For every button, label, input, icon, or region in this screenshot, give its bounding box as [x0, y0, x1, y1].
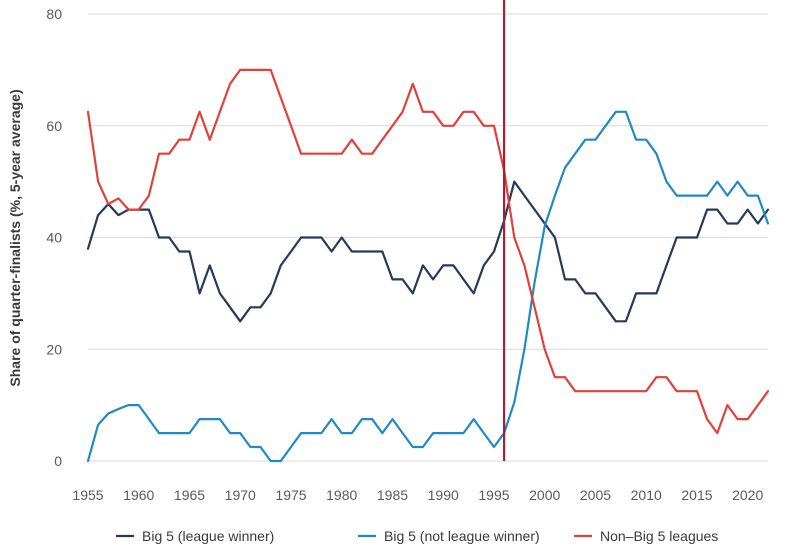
legend-label: Non–Big 5 leagues — [600, 528, 718, 544]
x-tick-label: 1970 — [225, 487, 256, 503]
legend-label: Big 5 (not league winner) — [384, 528, 540, 544]
y-axis-ticks: 0 20 40 60 80 — [46, 6, 62, 469]
y-tick-label: 80 — [46, 6, 62, 22]
y-axis-label: Share of quarter-finalists (%, 5-year av… — [7, 89, 23, 386]
x-axis-ticks: 1955 1960 1965 1970 1975 1980 1985 1990 1995 2000… — [72, 487, 763, 503]
legend-item: Big 5 (league winner) — [116, 528, 274, 544]
x-tick-label: 1980 — [326, 487, 357, 503]
x-tick-label: 1955 — [72, 487, 103, 503]
y-tick-label: 60 — [46, 118, 62, 134]
x-tick-label: 2005 — [580, 487, 611, 503]
series-lines — [86, 68, 770, 463]
x-tick-label: 1960 — [123, 487, 154, 503]
x-tick-label: 1990 — [428, 487, 459, 503]
y-tick-label: 40 — [46, 230, 62, 246]
x-tick-label: 1995 — [478, 487, 509, 503]
x-tick-label: 2010 — [631, 487, 662, 503]
y-tick-label: 0 — [54, 453, 62, 469]
gridlines — [88, 13, 768, 462]
x-tick-label: 1975 — [275, 487, 306, 503]
legend-item: Big 5 (not league winner) — [358, 528, 540, 544]
x-tick-label: 2020 — [732, 487, 763, 503]
series-line-1 — [86, 110, 770, 463]
series-line-2 — [86, 68, 770, 435]
legend-item: Non–Big 5 leagues — [574, 528, 718, 544]
x-tick-label: 1985 — [377, 487, 408, 503]
series-line-0 — [86, 180, 770, 323]
legend: Big 5 (league winner) Big 5 (not league w… — [116, 528, 718, 544]
y-tick-label: 20 — [46, 341, 62, 357]
legend-label: Big 5 (league winner) — [142, 528, 274, 544]
x-tick-label: 1965 — [174, 487, 205, 503]
x-tick-label: 2015 — [681, 487, 712, 503]
x-tick-label: 2000 — [529, 487, 560, 503]
